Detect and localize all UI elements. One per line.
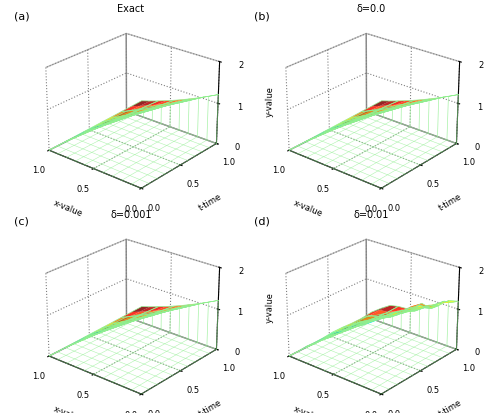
Text: (a): (a) bbox=[14, 11, 30, 21]
Y-axis label: t-time: t-time bbox=[198, 192, 224, 213]
X-axis label: x-value: x-value bbox=[52, 405, 84, 413]
Text: (d): (d) bbox=[254, 217, 270, 227]
Title: δ=0.0: δ=0.0 bbox=[356, 4, 386, 14]
X-axis label: x-value: x-value bbox=[292, 199, 324, 219]
X-axis label: x-value: x-value bbox=[292, 405, 324, 413]
Title: Exact: Exact bbox=[117, 4, 144, 14]
Title: δ=0.001: δ=0.001 bbox=[110, 210, 152, 220]
Y-axis label: t-time: t-time bbox=[198, 398, 224, 413]
Text: (c): (c) bbox=[14, 217, 29, 227]
X-axis label: x-value: x-value bbox=[52, 199, 84, 219]
Y-axis label: t-time: t-time bbox=[438, 398, 464, 413]
Title: δ=0.01: δ=0.01 bbox=[353, 210, 388, 220]
Y-axis label: t-time: t-time bbox=[438, 192, 464, 213]
Text: (b): (b) bbox=[254, 11, 270, 21]
